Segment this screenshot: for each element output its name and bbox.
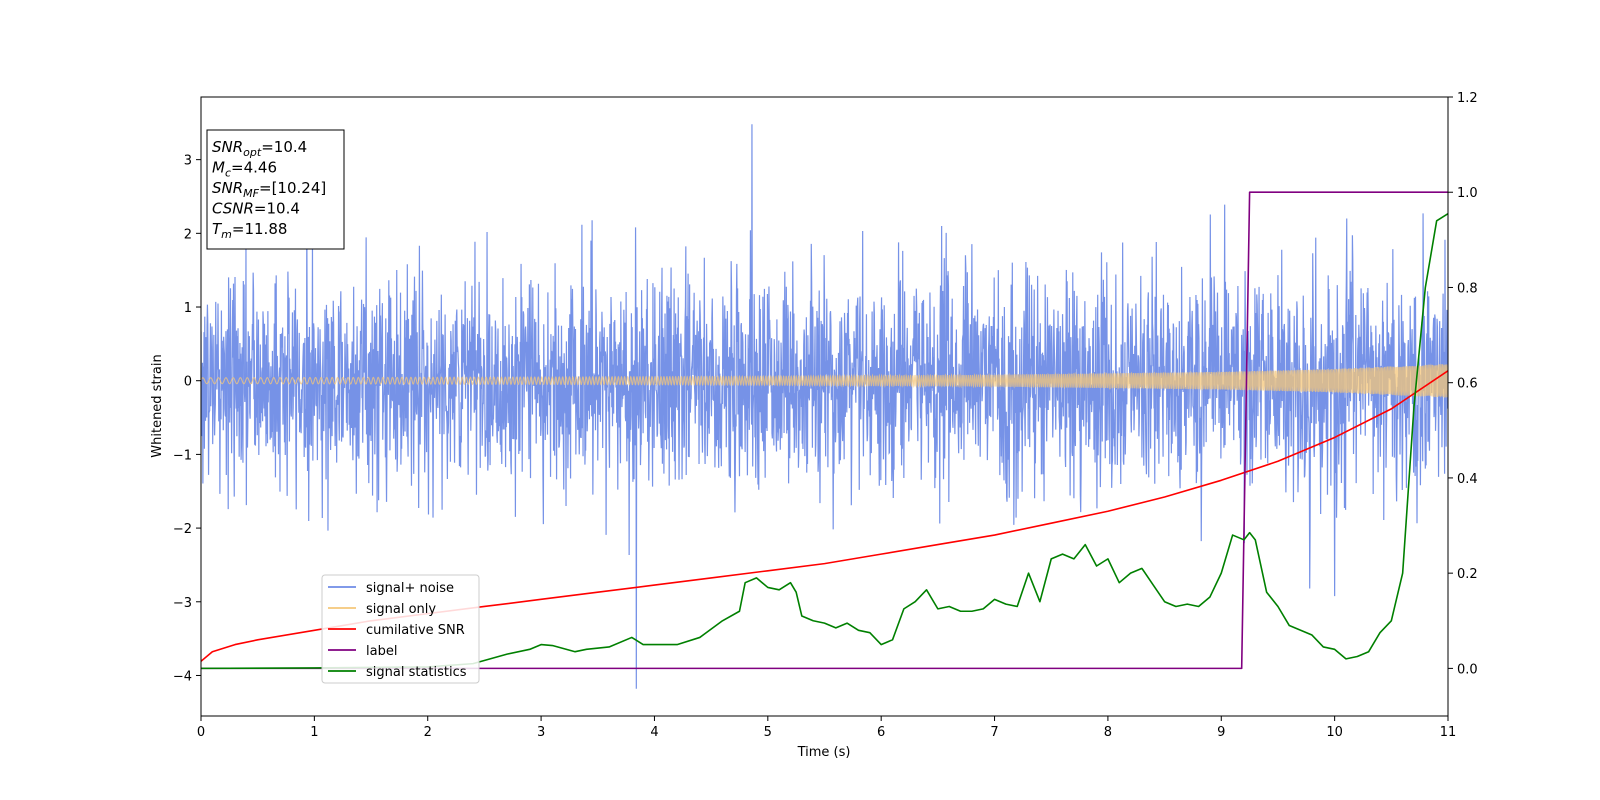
annotation-line: SNRopt=10.4 (212, 138, 307, 159)
legend: signal+ noise signal only cumilative SNR la… (321, 574, 480, 684)
y-tick-label: 2 (184, 227, 192, 242)
x-tick-label: 3 (537, 725, 545, 740)
x-tick-label: 8 (1104, 725, 1112, 740)
x-tick-label: 1 (310, 725, 318, 740)
x-tick-label: 6 (877, 725, 885, 740)
y-tick-label: −3 (173, 596, 192, 611)
y-tick-label: −4 (173, 669, 192, 684)
x-tick-label: 11 (1440, 725, 1457, 740)
legend-label: cumilative SNR (366, 623, 465, 638)
x-tick-label: 0 (197, 725, 205, 740)
legend-frame (321, 574, 480, 684)
x-tick-label: 7 (990, 725, 998, 740)
y-tick-label: −2 (173, 522, 192, 537)
legend-label: signal only (366, 602, 436, 617)
x-axis-label: Time (s) (797, 745, 851, 760)
y2-tick-label: 0.2 (1457, 567, 1478, 582)
annotation-line: Tm=11.88 (212, 220, 287, 241)
y2-tick-label: 0.4 (1457, 472, 1478, 487)
x-tick-label: 2 (424, 725, 432, 740)
y2-tick-label: 0.8 (1457, 281, 1478, 296)
plot-area (201, 124, 1448, 689)
y2-tick-label: 0.6 (1457, 377, 1478, 392)
annotation-line: SNRMF=[10.24] (212, 179, 326, 200)
x-tick-label: 5 (764, 725, 772, 740)
x-tick-label: 9 (1217, 725, 1225, 740)
series-cumulative-snr (201, 370, 1448, 662)
annotation-line: Mc=4.46 (212, 159, 277, 180)
y-axis-left: −4 −3 −2 −1 0 1 2 3 (173, 154, 201, 684)
annotation-box: SNRopt=10.4Mc=4.46SNRMF=[10.24]CSNR=10.4… (206, 129, 345, 250)
y-tick-label: 0 (184, 375, 192, 390)
x-tick-label: 4 (650, 725, 658, 740)
y2-tick-label: 1.2 (1457, 91, 1478, 106)
plot-frame (200, 96, 1449, 717)
y-tick-label: 1 (184, 301, 192, 316)
y-tick-label: −1 (173, 448, 192, 463)
series-signal-only (201, 363, 1448, 398)
legend-label: signal statistics (366, 665, 467, 680)
annotation-frame (206, 129, 345, 250)
legend-label: signal+ noise (366, 581, 454, 596)
legend-label: label (366, 644, 397, 659)
annotation-line: CSNR=10.4 (212, 200, 300, 218)
y2-tick-label: 0.0 (1457, 662, 1478, 677)
y2-tick-label: 1.0 (1457, 186, 1478, 201)
y-axis-label: Whitened strain (150, 354, 165, 457)
y-tick-label: 3 (184, 154, 192, 169)
y-axis-right: 0.0 0.2 0.4 0.6 0.8 1.0 1.2 (1448, 91, 1478, 677)
x-axis: 0 1 2 3 4 5 6 7 8 9 10 11 (197, 716, 1456, 740)
x-tick-label: 10 (1326, 725, 1343, 740)
series-signal-statistics (201, 212, 1448, 670)
series-label (201, 191, 1448, 670)
